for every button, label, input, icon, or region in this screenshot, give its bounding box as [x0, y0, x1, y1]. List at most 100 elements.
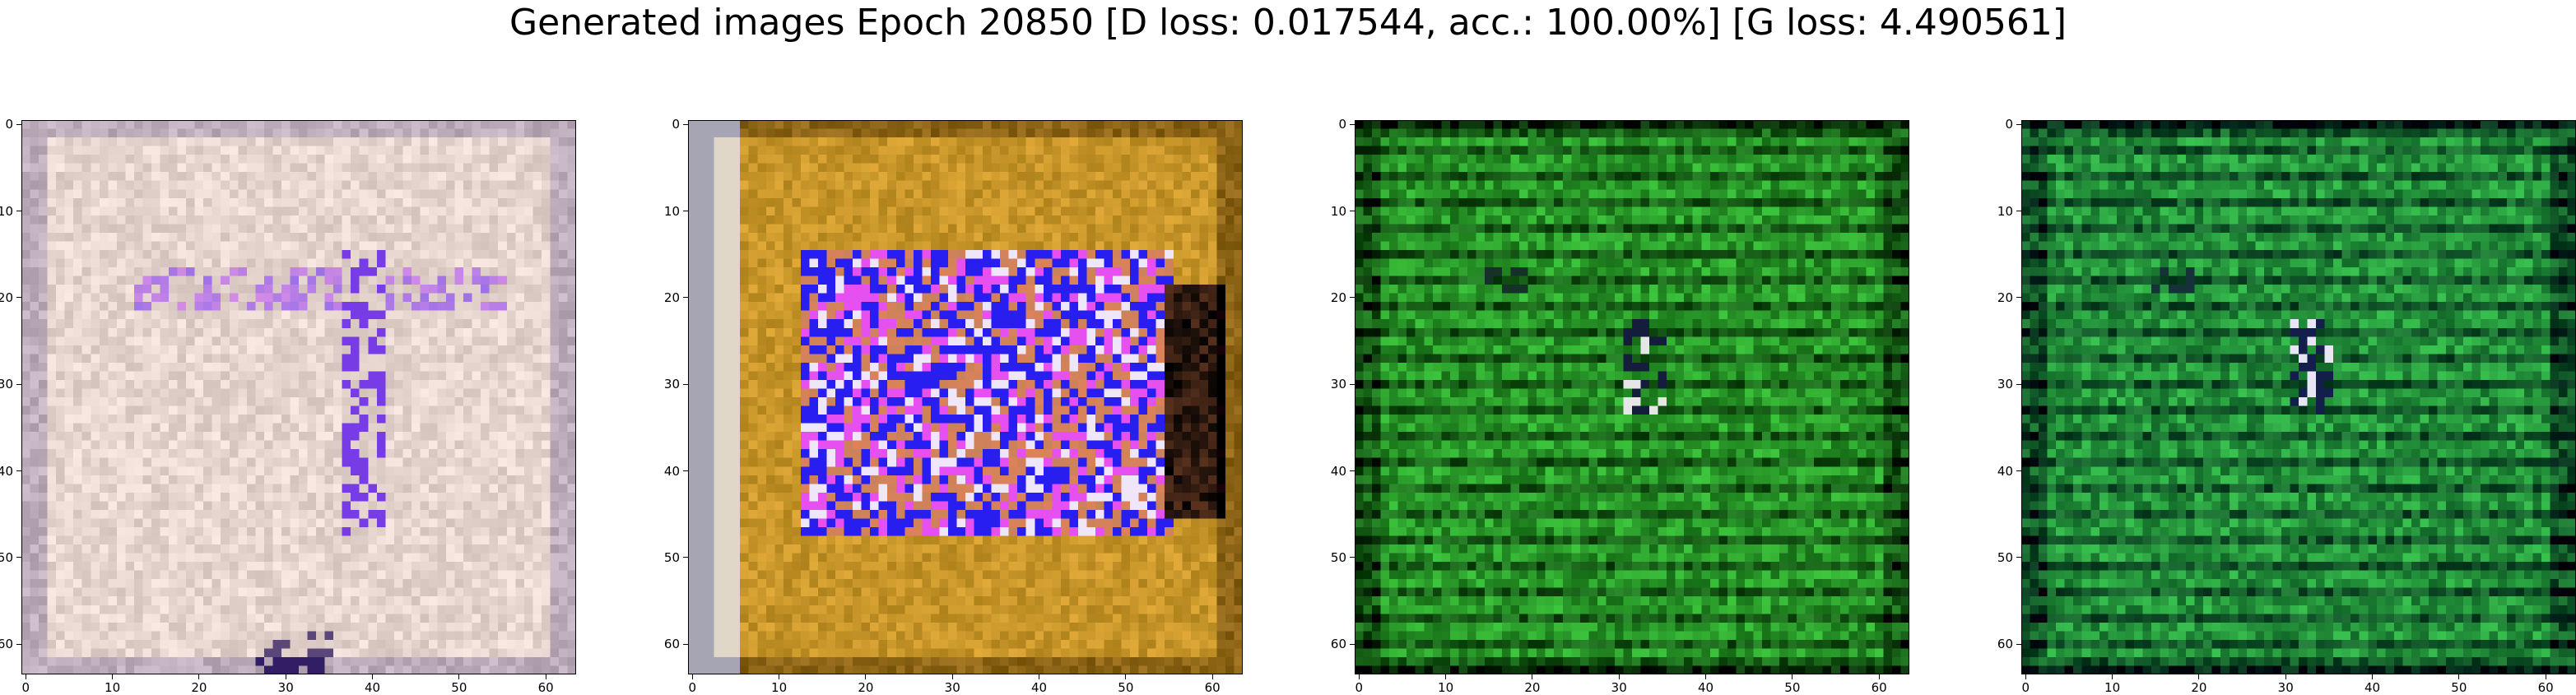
x-tick-label: 0 [21, 680, 30, 695]
x-tick-label: 0 [1355, 680, 1364, 695]
x-tick-label: 20 [191, 680, 207, 695]
y-tick [683, 297, 688, 299]
y-tick-label: 0 [5, 117, 13, 132]
y-tick-label: 60 [663, 637, 680, 652]
generated-image-4 [2021, 120, 2576, 674]
x-tick-label: 40 [1030, 680, 1048, 695]
x-tick-label: 0 [688, 680, 697, 695]
y-tick [2016, 123, 2021, 125]
x-tick-label: 60 [537, 680, 554, 695]
x-tick-label: 20 [1524, 680, 1541, 695]
x-tick-label: 30 [277, 680, 294, 695]
x-tick [1878, 674, 1880, 679]
x-tick-label: 30 [1611, 680, 1627, 695]
y-tick-label: 10 [1330, 203, 1346, 219]
x-tick-label: 60 [1871, 680, 1887, 695]
x-tick [458, 674, 460, 679]
x-tick-label: 50 [451, 680, 467, 695]
x-tick-label: 10 [771, 680, 788, 695]
x-tick-label: 40 [364, 680, 381, 695]
y-tick [2016, 470, 2021, 472]
y-tick-label: 0 [2005, 117, 2013, 132]
x-tick-label: 50 [1784, 680, 1801, 695]
x-tick [1792, 674, 1793, 679]
y-tick [1350, 557, 1355, 558]
x-tick [1705, 674, 1707, 679]
x-tick-label: 60 [2537, 680, 2554, 695]
y-tick-label: 30 [1330, 377, 1346, 392]
x-tick-label: 40 [1697, 680, 1714, 695]
y-tick-label: 20 [1997, 290, 2013, 305]
y-tick [683, 470, 688, 472]
generated-image-1 [21, 120, 576, 674]
x-tick-label: 20 [2191, 680, 2207, 695]
x-tick [198, 674, 200, 679]
axes-frame [2021, 120, 2576, 674]
y-tick [1350, 470, 1355, 472]
x-tick [1211, 674, 1213, 679]
y-tick-label: 0 [672, 117, 680, 132]
x-tick [951, 674, 953, 679]
x-tick-label: 10 [1438, 680, 1454, 695]
y-tick [683, 123, 688, 125]
y-tick-label: 20 [0, 290, 13, 305]
x-tick [2198, 674, 2200, 679]
y-tick-label: 20 [663, 290, 680, 305]
x-tick [372, 674, 374, 679]
y-tick [1350, 383, 1355, 385]
x-tick-label: 10 [105, 680, 121, 695]
y-tick [16, 297, 21, 299]
x-tick [2285, 674, 2286, 679]
y-tick [1350, 643, 1355, 645]
y-tick [683, 557, 688, 558]
y-tick-label: 60 [0, 637, 13, 652]
y-tick [16, 470, 21, 472]
x-tick [2372, 674, 2374, 679]
y-tick-label: 10 [0, 203, 13, 219]
y-tick-label: 40 [0, 463, 13, 479]
y-tick-label: 50 [0, 549, 13, 565]
y-tick-label: 60 [1330, 637, 1346, 652]
x-tick-label: 40 [2364, 680, 2381, 695]
y-tick [2016, 383, 2021, 385]
y-tick [1350, 297, 1355, 299]
y-tick [683, 643, 688, 645]
generated-image-2 [688, 120, 1243, 674]
image-panel-3: 0 0 10 10 20 20 30 30 40 40 50 50 60 60 [1331, 118, 1909, 694]
axes-frame [688, 120, 1243, 674]
x-tick [2025, 674, 2026, 679]
y-tick-label: 30 [1997, 377, 2013, 392]
image-panel-2: 0 0 10 10 20 20 30 30 40 40 50 50 60 60 [664, 118, 1243, 694]
x-tick-label: 50 [1118, 680, 1134, 695]
y-tick-label: 40 [1997, 463, 2013, 479]
figure-title: Generated images Epoch 20850 [D loss: 0.… [509, 2, 2067, 44]
x-tick [1358, 674, 1360, 679]
y-tick [16, 557, 21, 558]
x-tick [1618, 674, 1620, 679]
y-tick-label: 50 [1997, 549, 2013, 565]
x-tick-label: 10 [2104, 680, 2121, 695]
y-tick [1350, 123, 1355, 125]
y-tick-label: 60 [1997, 637, 2013, 652]
y-tick-label: 10 [663, 203, 680, 219]
y-tick-label: 30 [0, 377, 13, 392]
y-tick [2016, 557, 2021, 558]
x-tick [691, 674, 693, 679]
y-tick [2016, 643, 2021, 645]
y-tick-label: 10 [1997, 203, 2013, 219]
x-tick-label: 30 [2277, 680, 2294, 695]
x-tick [2112, 674, 2113, 679]
generated-image-3 [1355, 120, 1909, 674]
y-tick [683, 383, 688, 385]
y-tick-label: 0 [1338, 117, 1346, 132]
y-tick-label: 30 [663, 377, 680, 392]
axes-frame [21, 120, 576, 674]
y-tick-label: 50 [663, 549, 680, 565]
y-tick-label: 50 [1330, 549, 1346, 565]
y-tick-label: 40 [1330, 463, 1346, 479]
image-panel-4: 0 0 10 10 20 20 30 30 40 40 50 50 60 60 [1997, 118, 2576, 694]
y-tick [16, 643, 21, 645]
y-tick-label: 40 [663, 463, 680, 479]
x-tick-label: 60 [1204, 680, 1221, 695]
x-tick [1445, 674, 1447, 679]
